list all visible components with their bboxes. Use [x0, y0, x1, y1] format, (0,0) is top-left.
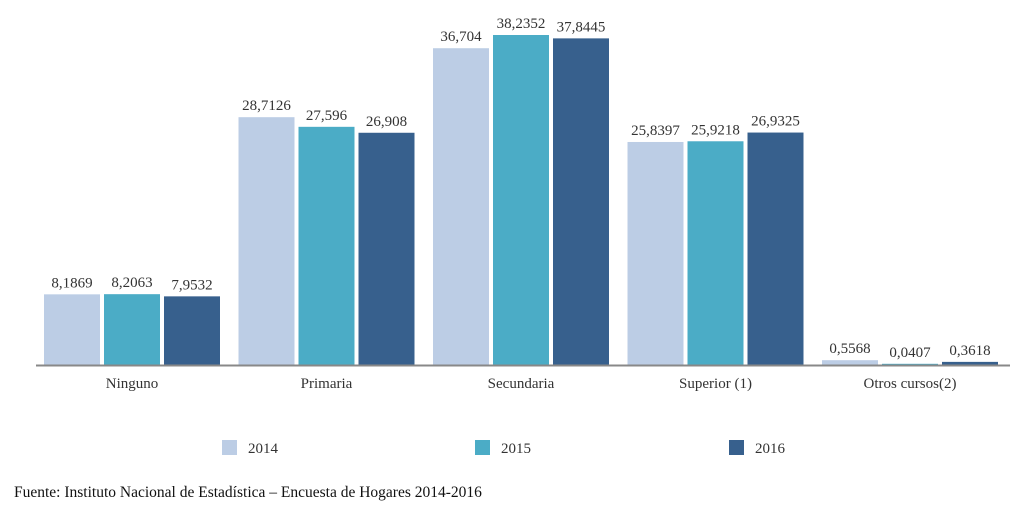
- bar-2016-3: [747, 132, 804, 365]
- category-label-3: Superior (1): [679, 376, 752, 392]
- legend-label-2014: 2014: [248, 441, 279, 457]
- legend-swatch-2015: [475, 440, 490, 455]
- data-label-2014-1: 28,7126: [242, 98, 291, 114]
- bar-2015-1: [298, 126, 355, 365]
- bar-2014-1: [238, 117, 295, 366]
- data-label-2016-4: 0,3618: [949, 343, 990, 359]
- legend-swatch-2014: [222, 440, 237, 455]
- data-label-2015-0: 8,2063: [111, 275, 152, 291]
- bar-2014-3: [627, 141, 684, 365]
- source-note: Fuente: Instituto Nacional de Estadístic…: [14, 484, 482, 501]
- bar-2014-4: [822, 360, 878, 365]
- category-label-0: Ninguno: [106, 376, 159, 392]
- category-label-1: Primaria: [301, 376, 353, 392]
- bar-2016-4: [942, 361, 998, 365]
- data-label-2016-3: 26,9325: [751, 114, 800, 130]
- data-label-2014-4: 0,5568: [829, 341, 870, 357]
- category-label-4: Otros cursos(2): [864, 376, 957, 392]
- data-label-2015-4: 0,0407: [889, 345, 931, 361]
- data-label-2015-3: 25,9218: [691, 122, 740, 138]
- data-label-2014-2: 36,704: [440, 29, 482, 45]
- bar-2014-2: [433, 48, 489, 366]
- data-label-2016-2: 37,8445: [557, 19, 606, 35]
- bar-2015-3: [687, 141, 744, 365]
- data-label-2015-1: 27,596: [306, 108, 348, 124]
- data-label-2016-1: 26,908: [366, 114, 407, 130]
- bar-2014-0: [44, 294, 100, 365]
- legend-swatch-2016: [729, 440, 744, 455]
- bar-2015-0: [104, 294, 160, 365]
- category-label-2: Secundaria: [488, 376, 555, 392]
- data-label-2016-0: 7,9532: [171, 277, 212, 293]
- legend-label-2015: 2015: [501, 441, 531, 457]
- bar-2016-0: [164, 296, 220, 365]
- data-label-2014-3: 25,8397: [631, 123, 680, 139]
- data-label-2015-2: 38,2352: [497, 16, 546, 32]
- data-label-2014-0: 8,1869: [51, 275, 92, 291]
- bar-2015-4: [882, 363, 938, 365]
- legend-label-2016: 2016: [755, 441, 786, 457]
- bar-2016-1: [358, 132, 415, 365]
- bar-2016-2: [553, 38, 609, 366]
- bar-2015-2: [493, 35, 549, 365]
